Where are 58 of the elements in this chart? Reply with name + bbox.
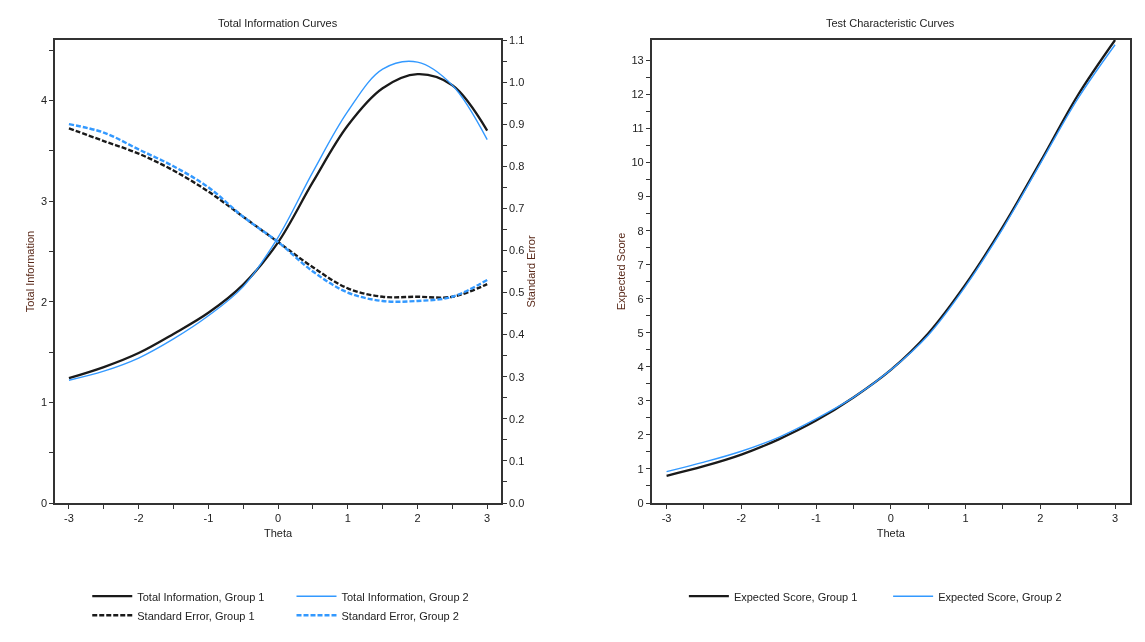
x-tick-label: -2 bbox=[736, 511, 747, 524]
y-tick-label: 7 bbox=[637, 258, 644, 271]
x-tick-label: -3 bbox=[661, 511, 672, 524]
y-tick-label: 3 bbox=[40, 194, 48, 207]
x-tick-label: -2 bbox=[133, 511, 144, 524]
x-tick-label: 3 bbox=[484, 511, 491, 524]
y-tick-label: 9 bbox=[637, 190, 644, 203]
legend-label: Total Information, Group 2 bbox=[341, 590, 469, 603]
y-tick-label: 12 bbox=[631, 88, 644, 101]
y-tick-label: 4 bbox=[40, 94, 48, 107]
y-axis-title: Total Information bbox=[24, 230, 37, 313]
y-tick-label: 4 bbox=[637, 360, 644, 373]
y-tick-label: 2 bbox=[40, 295, 48, 308]
y2-tick-label: 0.4 bbox=[509, 328, 525, 341]
y-tick-label: 8 bbox=[637, 224, 644, 237]
y-tick-label: 0 bbox=[40, 496, 48, 509]
y2-tick-label: 0.6 bbox=[509, 244, 525, 257]
y-tick-label: 13 bbox=[631, 54, 644, 67]
y2-tick-label: 0.9 bbox=[509, 118, 525, 131]
y-tick-label: 2 bbox=[637, 428, 644, 441]
y-tick-label: 3 bbox=[637, 394, 644, 407]
legend-label: Expected Score, Group 1 bbox=[733, 590, 858, 603]
legend-label: Standard Error, Group 1 bbox=[137, 609, 255, 622]
x-tick-label: -3 bbox=[64, 511, 74, 524]
x-tick-label: 2 bbox=[414, 511, 421, 524]
y2-tick-label: 0.2 bbox=[509, 412, 525, 425]
y2-tick-label: 0.5 bbox=[509, 286, 525, 299]
y2-tick-label: 0.7 bbox=[509, 202, 525, 215]
y2-tick-label: 0.8 bbox=[509, 160, 525, 173]
y2-tick-label: 0.1 bbox=[509, 454, 525, 467]
legend-label: Total Information, Group 1 bbox=[137, 590, 265, 603]
legend-label: Standard Error, Group 2 bbox=[341, 609, 459, 622]
chart-title: Test Characteristic Curves bbox=[826, 17, 955, 29]
y-tick-label: 1 bbox=[637, 462, 644, 475]
x-tick-label: 3 bbox=[1111, 511, 1119, 524]
x-tick-label: 0 bbox=[887, 511, 894, 524]
x-tick-label: 1 bbox=[962, 511, 969, 524]
x-tick-label: 0 bbox=[275, 511, 282, 524]
x-tick-label: 1 bbox=[344, 511, 351, 524]
y-axis-title: Expected Score bbox=[614, 232, 627, 311]
x-axis-title: Theta bbox=[263, 526, 293, 539]
y-tick-label: 5 bbox=[637, 326, 644, 339]
y2-tick-label: 0.3 bbox=[509, 370, 525, 383]
y2-axis-title: Standard Error bbox=[525, 235, 538, 308]
y-tick-label: 1 bbox=[40, 396, 48, 409]
y-tick-label: 0 bbox=[637, 496, 644, 509]
x-tick-label: -1 bbox=[203, 511, 214, 524]
y2-tick-label: 1.1 bbox=[509, 33, 525, 46]
y2-tick-label: 0.0 bbox=[509, 496, 525, 509]
x-tick-label: -1 bbox=[811, 511, 821, 524]
y-tick-label: 10 bbox=[631, 156, 644, 169]
x-axis-title: Theta bbox=[876, 526, 906, 539]
chart-title: Total Information Curves bbox=[218, 17, 338, 29]
y-tick-label: 11 bbox=[632, 122, 644, 135]
y-tick-label: 6 bbox=[637, 292, 644, 305]
legend-label: Expected Score, Group 2 bbox=[938, 590, 1062, 603]
x-tick-label: 2 bbox=[1037, 511, 1044, 524]
y2-tick-label: 1.0 bbox=[509, 75, 525, 88]
